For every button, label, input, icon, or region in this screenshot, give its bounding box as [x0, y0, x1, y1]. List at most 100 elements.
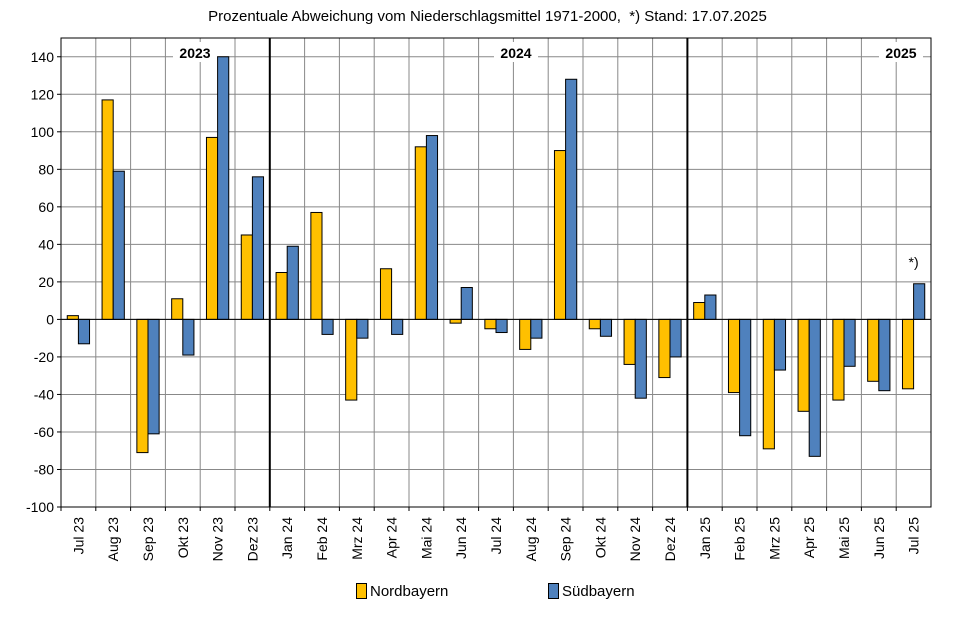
bar-nordbayern — [414, 146, 427, 320]
x-tick-label: Jan 24 — [279, 517, 295, 559]
bar-suedbayern — [77, 318, 91, 345]
plot-area — [61, 38, 931, 507]
x-tick-label: Jun 24 — [453, 517, 469, 559]
bar-suedbayern — [634, 318, 647, 399]
bar-suedbayern — [460, 287, 473, 320]
bar-suedbayern — [495, 318, 508, 334]
bar-nordbayern — [553, 150, 567, 320]
year-label-bg — [879, 42, 923, 62]
y-tick-label: -100 — [26, 499, 54, 515]
bar-suedbayern — [773, 318, 787, 371]
y-tick-label: 100 — [31, 124, 55, 140]
year-label: 2025 — [885, 45, 916, 61]
x-tick-label: Apr 24 — [384, 517, 400, 558]
bar-nordbayern — [519, 318, 532, 350]
legend-item-suedbayern: Südbayern — [548, 582, 635, 600]
x-tick-label: Okt 24 — [592, 517, 608, 558]
bar-nordbayern — [379, 268, 393, 320]
bar-suedbayern — [112, 170, 125, 320]
x-tick-label: Feb 25 — [732, 517, 748, 561]
x-tick-label: Jul 23 — [70, 517, 86, 555]
x-tick-label: Apr 25 — [801, 517, 817, 558]
x-tick-label: Mai 24 — [418, 517, 434, 559]
y-tick-label: 140 — [31, 49, 55, 65]
bar-suedbayern — [321, 318, 334, 335]
x-tick-label: Feb 24 — [314, 517, 330, 561]
x-tick-label: Aug 24 — [523, 517, 539, 562]
y-tick-label: 40 — [38, 236, 54, 252]
bar-suedbayern — [808, 318, 821, 457]
bar-suedbayern — [599, 318, 613, 337]
plot-border — [60, 37, 932, 508]
y-tick-label: 80 — [38, 161, 54, 177]
chart-title: Prozentuale Abweichung vom Niederschlags… — [208, 8, 767, 25]
year-label-bg — [173, 42, 217, 62]
bar-nordbayern — [588, 318, 601, 330]
bar-nordbayern — [727, 318, 741, 394]
x-tick-label: Mai 25 — [836, 517, 852, 559]
bar-suedbayern — [251, 176, 265, 320]
x-tick-label: Dez 23 — [244, 517, 260, 562]
bar-suedbayern — [565, 78, 578, 320]
bar-nordbayern — [101, 99, 114, 320]
x-tick-label: Okt 23 — [175, 517, 191, 558]
x-tick-label: Jun 25 — [871, 517, 887, 559]
x-tick-label: Nov 24 — [627, 517, 643, 562]
bar-nordbayern — [275, 272, 288, 320]
bar-suedbayern — [530, 318, 543, 339]
bar-nordbayern — [240, 234, 253, 320]
bar-suedbayern — [217, 56, 230, 320]
bar-suedbayern — [356, 318, 369, 339]
year-label: 2024 — [500, 45, 531, 61]
bar-suedbayern — [391, 318, 404, 335]
bar-suedbayern — [425, 135, 439, 320]
bar-nordbayern — [136, 318, 149, 454]
bar-nordbayern — [310, 211, 323, 320]
y-tick-label: -40 — [34, 386, 54, 402]
bar-nordbayern — [901, 318, 915, 390]
x-tick-label: Mrz 25 — [766, 517, 782, 560]
legend-swatch-nordbayern — [356, 583, 367, 599]
x-tick-label: Mrz 24 — [349, 517, 365, 560]
y-tick-label: 0 — [46, 311, 54, 327]
y-tick-label: 120 — [31, 86, 55, 102]
x-tick-label: Sep 23 — [140, 517, 156, 562]
bar-nordbayern — [797, 318, 810, 412]
y-tick-label: -80 — [34, 461, 54, 477]
bar-suedbayern — [739, 318, 752, 437]
y-tick-label: 20 — [38, 274, 54, 290]
y-tick-label: -20 — [34, 349, 54, 365]
bar-nordbayern — [345, 318, 358, 401]
bar-suedbayern — [669, 318, 682, 358]
bar-nordbayern — [867, 318, 880, 382]
y-tick-label: -60 — [34, 424, 54, 440]
legend-item-nordbayern: Nordbayern — [356, 582, 448, 600]
bar-suedbayern — [704, 294, 717, 320]
year-label-bg — [494, 42, 538, 62]
bar-suedbayern — [878, 318, 891, 392]
annotation-label: *) — [909, 254, 919, 270]
legend-label-suedbayern: Südbayern — [562, 582, 635, 600]
bar-suedbayern — [147, 318, 160, 435]
bar-suedbayern — [286, 245, 299, 320]
bar-nordbayern — [762, 318, 775, 450]
bar-nordbayern — [205, 136, 219, 320]
bar-suedbayern — [182, 318, 195, 356]
x-tick-label: Jan 25 — [697, 517, 713, 559]
bar-suedbayern — [913, 283, 926, 320]
bar-nordbayern — [449, 318, 462, 324]
x-tick-label: Jul 24 — [488, 517, 504, 555]
x-tick-label: Dez 24 — [662, 517, 678, 562]
bar-suedbayern — [843, 318, 856, 367]
bar-nordbayern — [693, 302, 706, 320]
x-tick-label: Jul 25 — [906, 517, 922, 555]
legend-label-nordbayern: Nordbayern — [370, 582, 449, 600]
bar-nordbayern — [623, 318, 636, 365]
bar-nordbayern — [171, 298, 184, 320]
bar-nordbayern — [484, 318, 497, 330]
legend-swatch-suedbayern — [548, 583, 559, 599]
bar-nordbayern — [66, 315, 79, 320]
y-tick-label: 60 — [38, 199, 54, 215]
x-tick-label: Sep 24 — [558, 517, 574, 562]
